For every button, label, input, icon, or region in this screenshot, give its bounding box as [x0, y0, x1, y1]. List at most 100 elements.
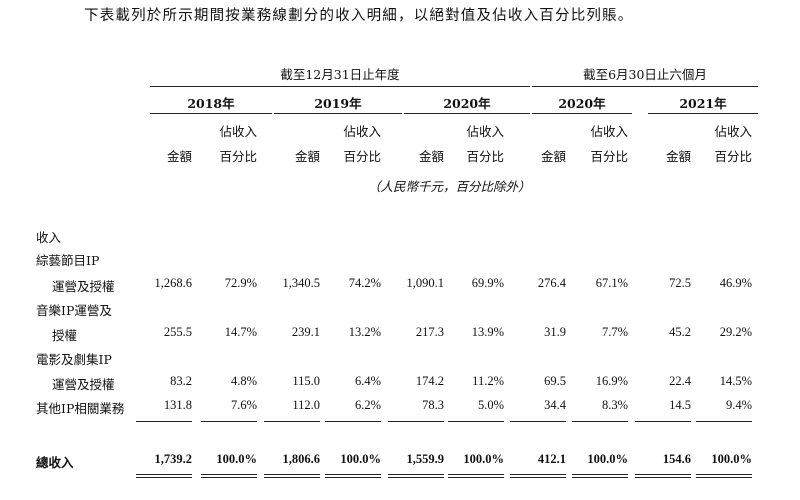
subtotal-rule	[696, 421, 752, 422]
table-cell: 9.4%	[725, 398, 752, 412]
total-double-rule	[325, 474, 381, 478]
total-cell: 100.0%	[463, 452, 504, 466]
table-cell: 31.9	[544, 325, 566, 339]
col-header-pct-line2: 百分比	[466, 149, 504, 164]
subtotal-rule	[635, 421, 691, 422]
year-header-2021-h1: 2021年	[679, 96, 727, 111]
total-cell: 1,739.2	[154, 452, 193, 466]
row-label-music-line2: 授權	[52, 328, 78, 343]
total-double-rule	[201, 474, 257, 478]
col-header-pct-line2: 百分比	[590, 149, 628, 164]
table-cell: 13.9%	[471, 325, 504, 339]
table-cell: 1,090.1	[406, 276, 445, 290]
year-header-2020: 2020年	[443, 96, 491, 111]
table-cell: 239.1	[291, 325, 320, 339]
total-double-rule	[696, 474, 752, 478]
table-cell: 1,340.5	[282, 276, 321, 290]
total-cell: 100.0%	[340, 452, 381, 466]
table-cell: 4.8%	[230, 374, 257, 388]
subtotal-rule	[201, 421, 257, 422]
group-header-annual: 截至12月31日止年度	[280, 67, 400, 82]
col-header-amount: 金額	[540, 149, 566, 164]
row-label-film-line1: 電影及劇集IP	[36, 352, 112, 367]
year-header-2020-h1: 2020年	[558, 96, 606, 111]
row-label-variety-line2: 運營及授權	[52, 279, 115, 294]
section-label: 收入	[36, 230, 62, 245]
table-cell: 5.0%	[477, 398, 504, 412]
table-cell: 6.2%	[354, 398, 381, 412]
subtotal-rule	[448, 421, 504, 422]
table-cell: 69.9%	[471, 276, 504, 290]
col-header-pct-line1: 佔收入	[466, 124, 504, 139]
col-header-pct-line1: 佔收入	[590, 124, 628, 139]
table-cell: 11.2%	[472, 374, 504, 388]
intro-text: 下表載列於所示期間按業務線劃分的收入明細，以絕對值及佔收入百分比列賬。	[84, 8, 634, 24]
subtotal-rule	[388, 421, 444, 422]
total-double-rule	[448, 474, 504, 478]
row-label-film-line2: 運營及授權	[52, 377, 115, 392]
col-header-pct-line1: 佔收入	[343, 124, 381, 139]
table-cell: 34.4	[544, 398, 566, 412]
table-cell: 8.3%	[601, 398, 628, 412]
col-header-amount: 金額	[294, 149, 320, 164]
table-cell: 29.2%	[719, 325, 752, 339]
subtotal-rule	[325, 421, 381, 422]
total-cell: 100.0%	[216, 452, 257, 466]
col-header-amount: 金額	[166, 149, 192, 164]
table-cell: 13.2%	[348, 325, 381, 339]
row-label-music-line1: 音樂IP運營及	[36, 303, 112, 318]
table-cell: 83.2	[170, 374, 192, 388]
table-cell: 14.7%	[224, 325, 257, 339]
table-cell: 7.7%	[601, 325, 628, 339]
table-cell: 217.3	[415, 325, 444, 339]
col-header-pct-line2: 百分比	[219, 149, 257, 164]
total-double-rule	[635, 474, 691, 478]
table-cell: 22.4	[669, 374, 691, 388]
row-label-other: 其他IP相關業務	[36, 401, 125, 416]
table-cell: 7.6%	[230, 398, 257, 412]
year-header-2019: 2019年	[314, 96, 362, 111]
table-cell: 276.4	[537, 276, 566, 290]
table-cell: 1,268.6	[154, 276, 193, 290]
year-rule-2019	[274, 113, 402, 114]
subtotal-rule	[264, 421, 320, 422]
subtotal-rule	[136, 421, 192, 422]
table-cell: 255.5	[163, 325, 192, 339]
col-header-pct-line1: 佔收入	[219, 124, 257, 139]
total-cell: 100.0%	[711, 452, 752, 466]
table-cell: 45.2	[669, 325, 691, 339]
table-cell: 74.2%	[348, 276, 381, 290]
table-cell: 14.5%	[719, 374, 752, 388]
total-double-rule	[510, 474, 566, 478]
group-rule-annual	[150, 86, 530, 87]
table-cell: 16.9%	[595, 374, 628, 388]
table-cell: 112.0	[292, 398, 320, 412]
total-cell: 1,806.6	[282, 452, 321, 466]
unit-note: （人民幣千元，百分比除外）	[368, 179, 531, 194]
table-cell: 46.9%	[719, 276, 752, 290]
col-header-amount: 金額	[665, 149, 691, 164]
table-cell: 69.5	[544, 374, 566, 388]
col-header-pct-line1: 佔收入	[714, 124, 752, 139]
subtotal-rule	[510, 421, 566, 422]
year-rule-2020-h1	[532, 113, 632, 114]
subtotal-rule	[572, 421, 628, 422]
table-cell: 72.9%	[224, 276, 257, 290]
total-label: 總收入	[36, 455, 74, 470]
col-header-pct-line2: 百分比	[343, 149, 381, 164]
table-cell: 174.2	[415, 374, 444, 388]
total-cell: 412.1	[537, 452, 566, 466]
table-cell: 6.4%	[354, 374, 381, 388]
table-cell: 72.5	[669, 276, 691, 290]
year-rule-2021-h1	[648, 113, 758, 114]
total-double-rule	[136, 474, 192, 478]
col-header-amount: 金額	[418, 149, 444, 164]
row-label-variety-line1: 綜藝節目IP	[36, 253, 100, 268]
year-rule-2020	[404, 113, 530, 114]
year-rule-2018	[150, 113, 272, 114]
table-cell: 78.3	[422, 398, 444, 412]
group-rule-six-month	[532, 86, 758, 87]
table-cell: 67.1%	[595, 276, 628, 290]
table-cell: 131.8	[163, 398, 192, 412]
total-double-rule	[572, 474, 628, 478]
